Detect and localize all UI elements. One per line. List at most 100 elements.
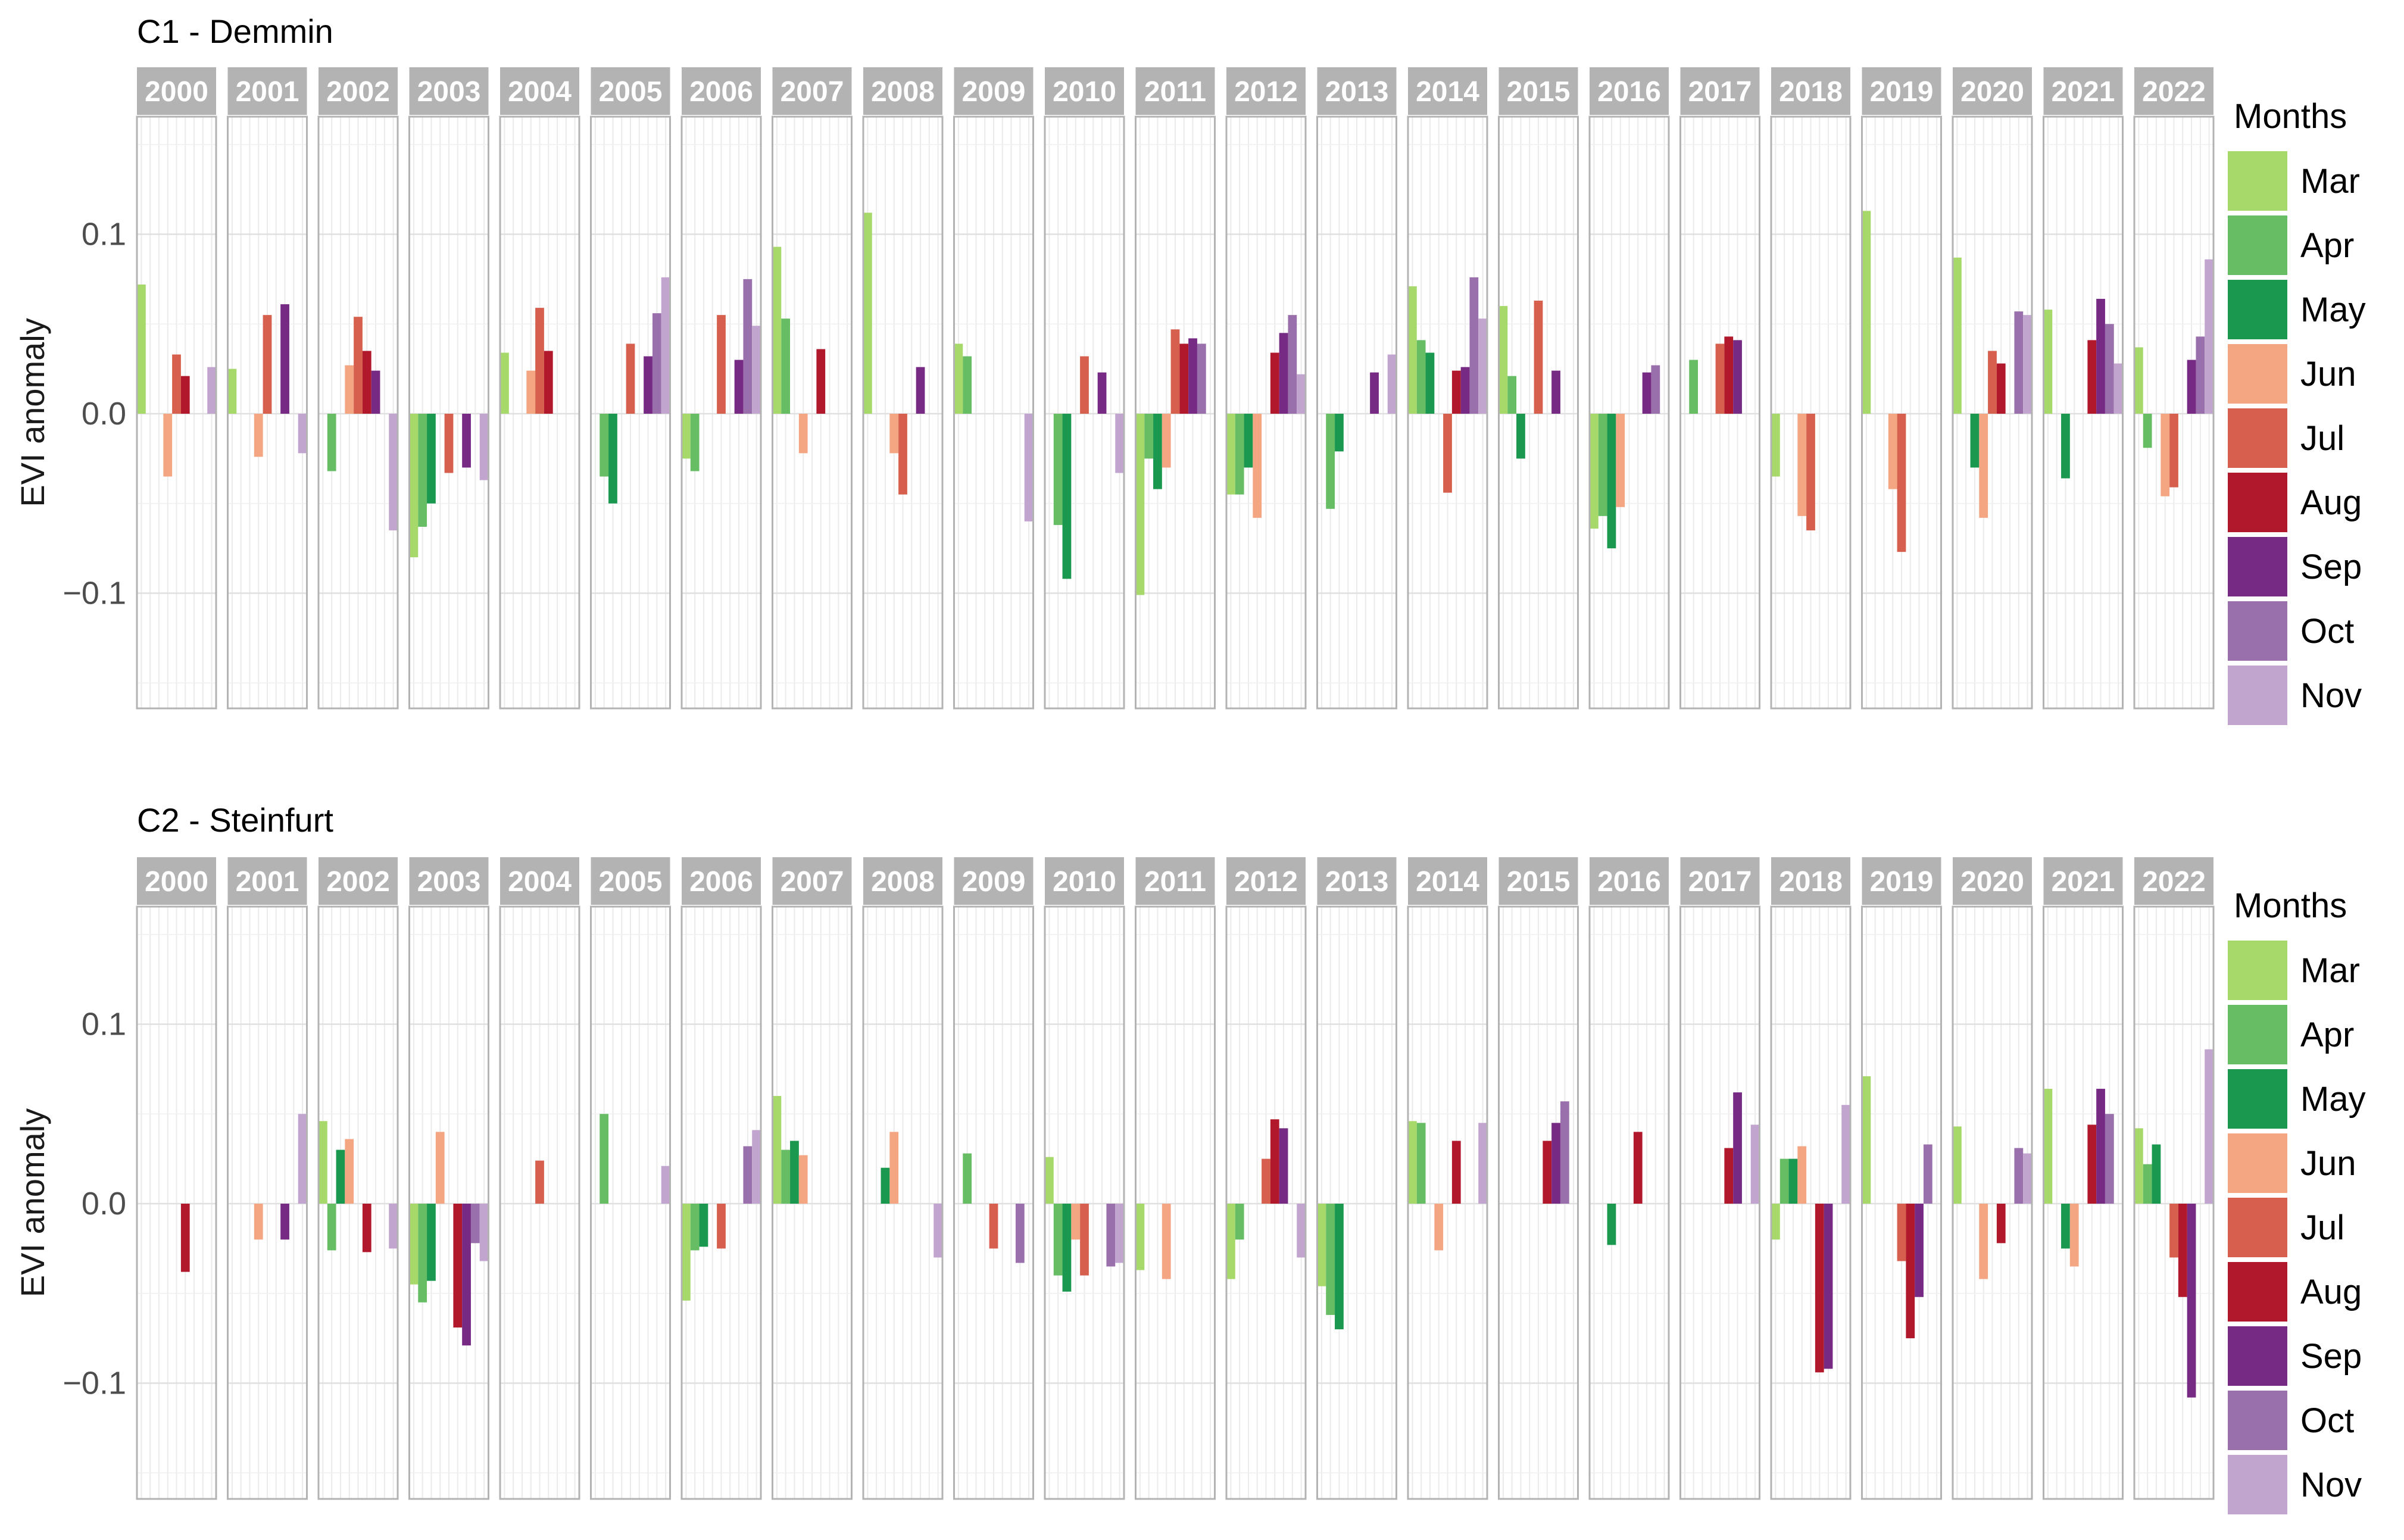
- bar-2001-jul: [263, 315, 272, 414]
- facet-strip: [500, 857, 579, 905]
- bar-2010-sep: [1097, 372, 1107, 414]
- bar-2001-sep: [280, 1204, 289, 1240]
- bar-2011-sep: [1188, 338, 1197, 414]
- bar-2012-aug: [1270, 352, 1279, 414]
- bar-2015-apr: [1507, 376, 1517, 414]
- facet-strip: [1590, 857, 1669, 905]
- bar-2012-nov: [1297, 374, 1306, 414]
- facet-strip: [863, 67, 942, 115]
- facet-2013: 2013: [1316, 857, 1397, 1500]
- facet-strip: [409, 67, 489, 115]
- bar-2020-may: [1970, 414, 1980, 468]
- bar-2013-sep: [1370, 372, 1379, 414]
- bar-2018-mar: [1771, 414, 1780, 477]
- facet-2002: 2002: [317, 67, 399, 710]
- legend-key-nov: [2228, 1455, 2287, 1514]
- facet-strip-label: 2000: [145, 866, 208, 898]
- facet-2008: 2008: [862, 857, 944, 1500]
- bar-2004-mar: [500, 352, 509, 414]
- facet-strip: [954, 67, 1034, 115]
- legend-key-may: [2228, 280, 2287, 339]
- facet-2000: 2000: [136, 67, 217, 710]
- legend-key-may: [2228, 1069, 2287, 1129]
- facet-2009: 2009: [953, 857, 1034, 1500]
- bar-2007-may: [790, 1141, 799, 1204]
- facet-strip: [2043, 857, 2123, 905]
- bar-2001-mar: [227, 368, 237, 414]
- facet-strip: [137, 67, 216, 115]
- bar-2021-jun: [2069, 1204, 2079, 1267]
- legend-key-jul: [2228, 408, 2287, 468]
- bar-2019-sep: [1915, 1204, 1924, 1297]
- bar-2002-sep: [371, 370, 380, 414]
- bar-2008-jun: [889, 414, 899, 454]
- bar-2011-may: [1153, 414, 1162, 489]
- bar-2013-may: [1335, 1204, 1344, 1330]
- facet-strip-label: 2007: [780, 866, 844, 898]
- bar-2005-may: [608, 414, 617, 504]
- bar-2012-sep: [1279, 333, 1288, 414]
- bar-2008-may: [881, 1167, 890, 1204]
- facet-2010: 2010: [1044, 857, 1125, 1500]
- bar-2003-jul: [444, 414, 454, 473]
- bar-2021-aug: [2087, 340, 2097, 414]
- legend-key-jun: [2228, 344, 2287, 404]
- facet-strip: [137, 857, 216, 905]
- bar-2012-sep: [1279, 1128, 1288, 1204]
- facet-2006: 2006: [680, 857, 762, 1500]
- facet-strip: [1226, 857, 1306, 905]
- bar-2012-jul: [1262, 1158, 1270, 1204]
- bar-2020-mar: [1953, 1126, 1962, 1204]
- facet-strip-label: 2005: [599, 866, 663, 898]
- y-tick-label: −0.1: [63, 576, 126, 611]
- facet-strip-label: 2016: [1597, 76, 1661, 108]
- facet-2005: 2005: [590, 857, 671, 1500]
- facet-strip: [409, 857, 489, 905]
- bar-2014-nov: [1478, 318, 1487, 414]
- legend-label: Oct: [2300, 612, 2354, 651]
- bar-2014-aug: [1451, 370, 1461, 414]
- bar-2020-jul: [1988, 351, 1997, 414]
- bar-2001-nov: [298, 414, 307, 454]
- facet-strip-label: 2009: [962, 76, 1026, 108]
- bar-2008-jul: [898, 414, 907, 495]
- bar-2003-jun: [435, 1132, 445, 1204]
- facet-strip-label: 2005: [599, 76, 663, 108]
- facet-strip-label: 2014: [1416, 866, 1479, 898]
- bar-2015-jul: [1534, 301, 1543, 414]
- bar-2010-may: [1062, 1204, 1072, 1292]
- bar-2020-nov: [2023, 315, 2032, 414]
- facet-border: [1679, 905, 1760, 1500]
- facet-strip: [682, 857, 761, 905]
- facet-strip: [1408, 857, 1487, 905]
- bar-2017-apr: [1689, 360, 1699, 414]
- facet-strip: [227, 67, 307, 115]
- facet-strip-label: 2007: [780, 76, 844, 108]
- facet-strip: [1680, 857, 1760, 905]
- bar-2022-jun: [2161, 414, 2170, 496]
- bar-2002-may: [336, 1149, 345, 1204]
- bar-2005-apr: [600, 414, 609, 477]
- bar-2003-aug: [453, 1204, 463, 1328]
- bar-2010-apr: [1053, 414, 1063, 525]
- bar-2001-jun: [254, 1204, 263, 1240]
- facet-border: [227, 115, 308, 710]
- bar-2012-jun: [1253, 414, 1262, 518]
- bar-2012-oct: [1288, 315, 1297, 414]
- bar-2007-jun: [798, 1155, 808, 1204]
- bar-2019-jul: [1897, 414, 1906, 552]
- bar-2020-aug: [1996, 1204, 2006, 1244]
- facet-2018: 2018: [1770, 857, 1852, 1500]
- facet-2022: 2022: [2133, 857, 2215, 1500]
- bar-2001-jun: [254, 414, 263, 457]
- bar-2012-mar: [1226, 1204, 1235, 1279]
- facet-2021: 2021: [2043, 67, 2124, 710]
- bar-2017-sep: [1733, 340, 1742, 414]
- facet-2015: 2015: [1498, 67, 1579, 710]
- bar-2003-nov: [479, 1204, 489, 1261]
- bar-2002-mar: [319, 1121, 327, 1204]
- bar-2015-may: [1516, 414, 1525, 459]
- bar-2014-aug: [1451, 1141, 1461, 1204]
- facet-strip-label: 2009: [962, 866, 1026, 898]
- facet-2004: 2004: [499, 67, 580, 710]
